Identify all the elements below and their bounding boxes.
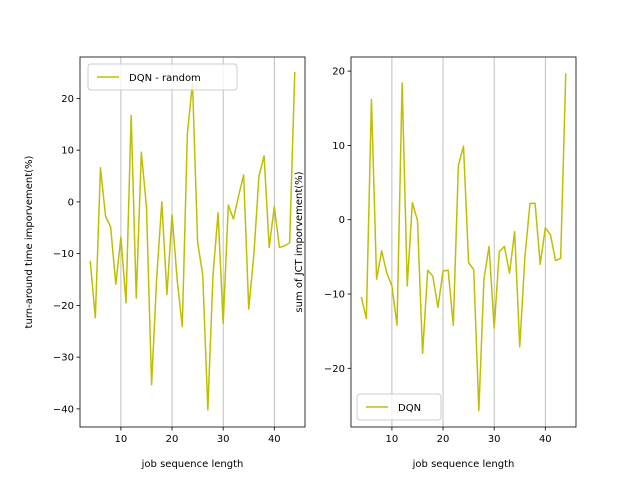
series-line [360, 73, 567, 412]
y-tick-label: 0 [68, 197, 74, 208]
x-axis-label: job sequence length [141, 459, 244, 470]
x-tick-label: 30 [488, 434, 501, 445]
left-plot: 10 20 30 40 −40 −30 −20 −10 0 10 20 job sequence le… [24, 56, 306, 470]
legend-label: DQN [398, 403, 421, 414]
x-tick-label: 20 [437, 434, 450, 445]
x-tick-label: 30 [217, 434, 230, 445]
axes-frame [350, 56, 577, 428]
right-plot: 10 20 30 40 −20 −10 0 10 20 job sequence length su… [294, 56, 577, 470]
y-axis-label: sum of JCT imporvement(%) [294, 171, 305, 312]
y-tick-label: 10 [61, 146, 74, 157]
axes-frame [79, 56, 306, 428]
y-tick-label: −10 [324, 290, 345, 301]
y-tick-label: −10 [53, 249, 74, 260]
x-tick-label: 20 [166, 434, 179, 445]
x-axis-label: job sequence length [412, 459, 515, 470]
legend-label: DQN - random [129, 73, 201, 84]
x-tick-label: 40 [539, 434, 552, 445]
legend: DQN - random [87, 63, 238, 91]
y-tick-label: −20 [53, 301, 74, 312]
y-tick-label: 20 [61, 94, 74, 105]
x-tick-label: 40 [268, 434, 281, 445]
y-tick-label: 10 [332, 141, 345, 152]
y-tick-label: −30 [53, 353, 74, 364]
y-tick-label: −20 [324, 364, 345, 375]
y-axis-label: turn-around time imporvement(%) [24, 155, 35, 328]
y-tick-label: 0 [339, 215, 345, 226]
y-tick-label: −40 [53, 404, 74, 415]
x-tick-label: 10 [115, 434, 128, 445]
legend: DQN [356, 393, 442, 421]
y-tick-label: 20 [332, 67, 345, 78]
x-tick-label: 10 [386, 434, 399, 445]
